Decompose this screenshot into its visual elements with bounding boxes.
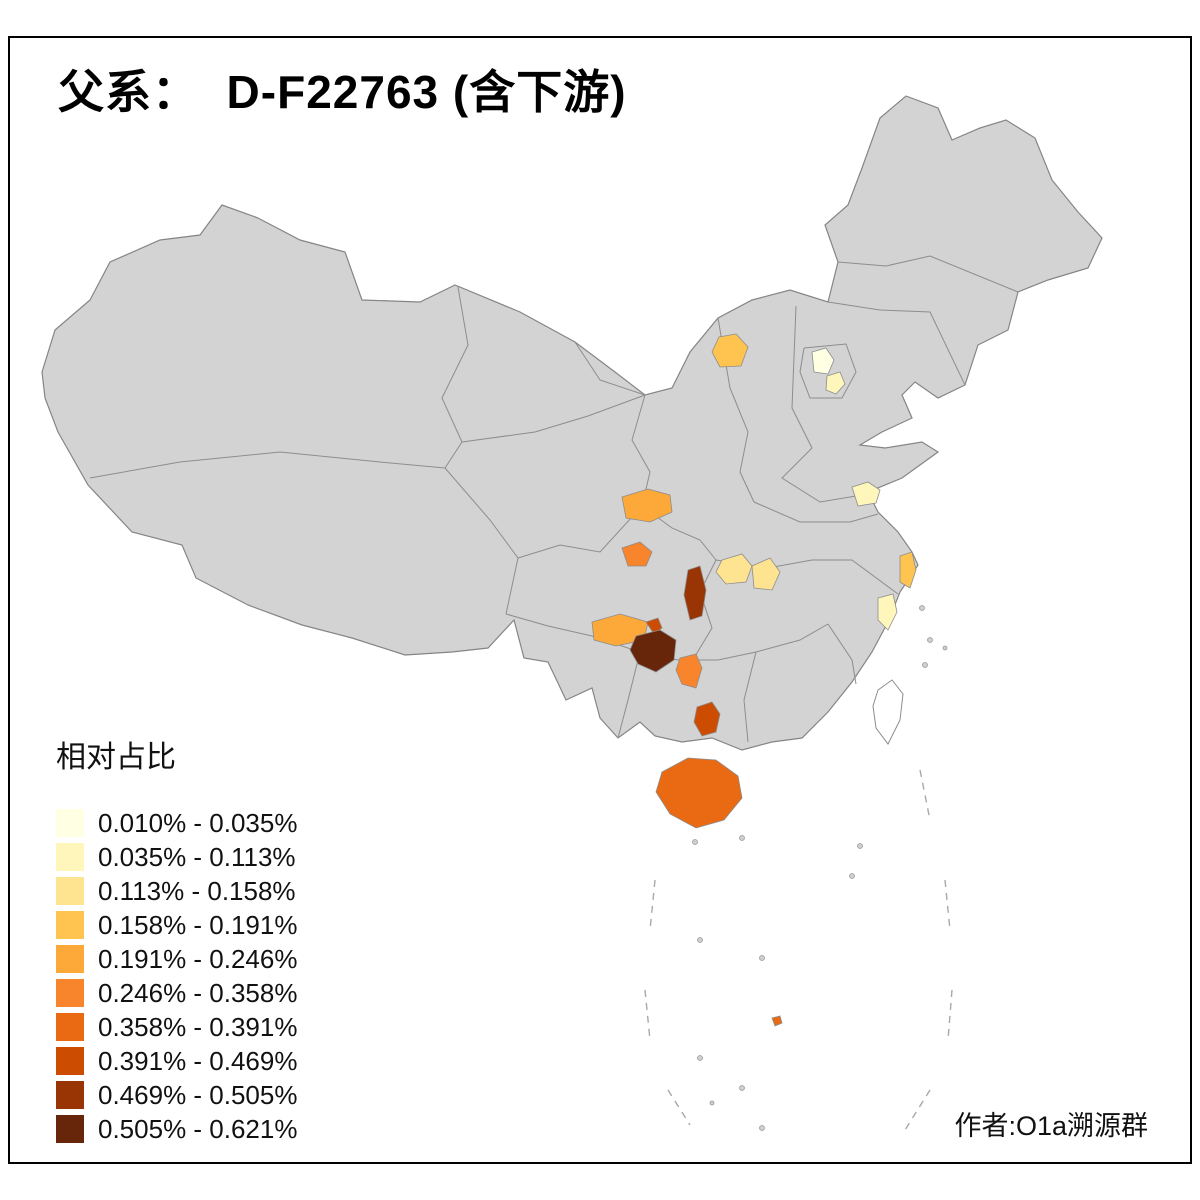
legend-label: 0.035% - 0.113%: [98, 842, 296, 872]
region-guangxi-north: [675, 653, 703, 689]
region-jiangsu: [851, 481, 881, 507]
region-beijing-west: [811, 347, 835, 375]
region-guizhou: [629, 629, 677, 673]
taiwan-island: [872, 679, 904, 745]
legend-label: 0.113% - 0.158%: [98, 876, 296, 906]
legend-label: 0.358% - 0.391%: [98, 1012, 298, 1042]
legend-swatch: [56, 877, 84, 905]
region-inner-mongolia: [711, 333, 749, 368]
author-credit: 作者:O1a溯源群: [954, 1111, 1148, 1141]
region-guangxi-south: [693, 701, 721, 737]
legend-label: 0.191% - 0.246%: [98, 944, 298, 974]
legend-swatch: [56, 1013, 84, 1041]
legend-label: 0.158% - 0.191%: [98, 910, 298, 940]
legend-swatch: [56, 1115, 84, 1143]
region-hubei-west: [683, 565, 707, 621]
region-gansu-south: [621, 488, 673, 523]
legend-label: 0.010% - 0.035%: [98, 808, 298, 838]
legend-item: 0.358% - 0.391%: [56, 1010, 297, 1044]
figure-border: [8, 36, 1192, 1164]
region-zhejiang: [877, 593, 898, 631]
region-shanghai-coast: [899, 551, 917, 589]
legend-label: 0.246% - 0.358%: [98, 978, 298, 1008]
legend-label: 0.505% - 0.621%: [98, 1114, 298, 1144]
region-hunan-central: [751, 557, 781, 591]
region-hunan-west: [715, 553, 753, 585]
legend-swatch: [56, 843, 84, 871]
legend-item: 0.010% - 0.035%: [56, 806, 297, 840]
legend-item: 0.158% - 0.191%: [56, 908, 297, 942]
legend-swatch: [56, 1047, 84, 1075]
region-guizhou-north-dot: [645, 617, 663, 635]
legend-item: 0.191% - 0.246%: [56, 942, 297, 976]
region-sichuan-north: [621, 541, 653, 567]
region-beijing-east: [825, 371, 846, 395]
legend-swatch: [56, 911, 84, 939]
page-title: 父系： D-F22763 (含下游): [58, 66, 627, 118]
legend-swatch: [56, 945, 84, 973]
province-borders: [89, 255, 1019, 743]
legend-label: 0.391% - 0.469%: [98, 1046, 298, 1076]
region-south-sea-islet: [771, 1015, 783, 1027]
legend-item: 0.391% - 0.469%: [56, 1044, 297, 1078]
legend-swatch: [56, 1081, 84, 1109]
legend-item: 0.469% - 0.505%: [56, 1078, 297, 1112]
legend-item: 0.505% - 0.621%: [56, 1112, 297, 1146]
nine-dash-line: [644, 769, 953, 1131]
small-islands: [692, 605, 948, 1131]
region-hainan-island: [655, 757, 743, 829]
legend: 相对占比 0.010% - 0.035% 0.035% - 0.113% 0.1…: [56, 732, 297, 1146]
legend-item: 0.246% - 0.358%: [56, 976, 297, 1010]
choropleth-regions: [591, 333, 917, 1027]
legend-item: 0.035% - 0.113%: [56, 840, 297, 874]
legend-swatch: [56, 809, 84, 837]
legend-swatch: [56, 979, 84, 1007]
legend-item: 0.113% - 0.158%: [56, 874, 297, 908]
legend-title: 相对占比: [56, 741, 176, 774]
legend-label: 0.469% - 0.505%: [98, 1080, 298, 1110]
china-mainland: [41, 95, 1103, 751]
